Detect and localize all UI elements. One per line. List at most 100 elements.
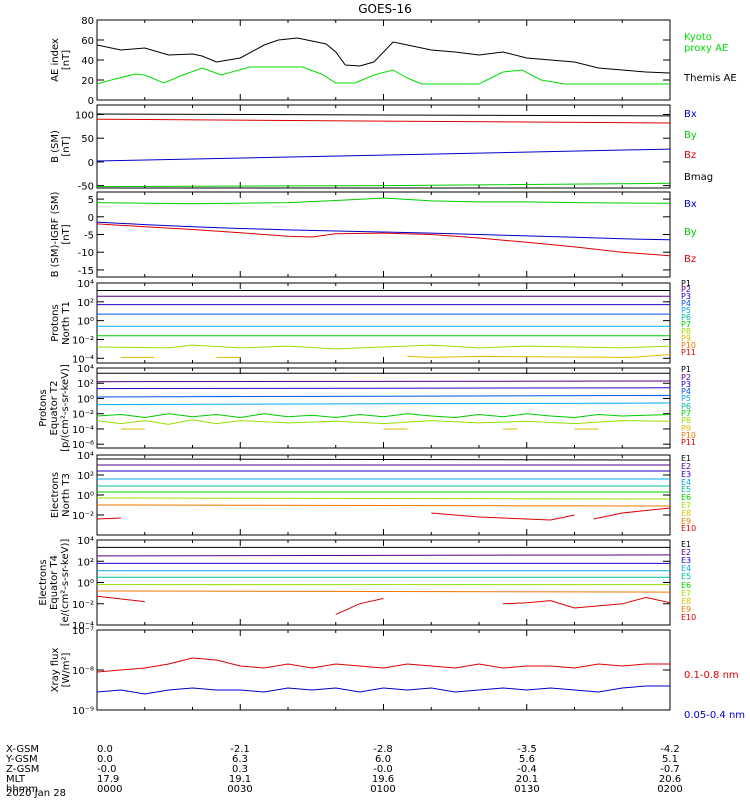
y-tick-label: 10⁻² [72, 511, 94, 522]
panel-frame [96, 454, 671, 536]
y-tick-label: 10⁻² [72, 600, 94, 611]
y-tick-label: 10⁻² [72, 410, 94, 421]
series-line-e10 [97, 595, 670, 615]
legend-entry: 0.05-0.4 nm [684, 710, 745, 721]
orbit-row-label: MLT [6, 774, 26, 785]
y-tick-label: 10² [77, 557, 94, 568]
orbit-value: 6.3 [232, 754, 248, 765]
orbit-value: 19.1 [229, 774, 251, 785]
legend-entry: P4 [681, 387, 691, 396]
y-axis-label: Protons [50, 304, 61, 341]
orbit-value: 0200 [657, 784, 682, 795]
y-tick-label: 0 [88, 96, 94, 107]
series-line-e2 [97, 554, 670, 557]
orbit-value: -0.0 [373, 764, 393, 775]
y-tick-label: 10⁻⁴ [72, 354, 94, 365]
legend-entry: P10 [681, 431, 696, 440]
legend-entry: Bz [684, 150, 696, 161]
panel-xray: 10⁻⁹ 10⁻⁸ 10⁻⁷ Xray flux [W/m²] 0.1-0.8 nm 0.0… [50, 626, 745, 721]
legend-entry: P5 [681, 306, 691, 315]
legend-entry: E10 [681, 524, 696, 533]
series-group [97, 197, 670, 257]
series-group [97, 657, 670, 695]
y-axis-label: [W/m²] [61, 652, 72, 687]
chart-title: GOES-16 [358, 2, 412, 16]
legend-entry: P11 [681, 348, 696, 357]
legend-entry: E7 [681, 589, 691, 598]
y-tick-label: 10⁴ [77, 279, 94, 290]
series-line-e10 [97, 507, 670, 521]
series-group [97, 372, 670, 429]
y-tick-label: 10⁻⁴ [72, 621, 94, 632]
legend-entry: E8 [681, 509, 691, 518]
legend-entry: E2 [681, 548, 691, 557]
legend-entry: By [684, 130, 697, 141]
y-axis-label: North T3 [61, 473, 72, 517]
orbit-value: 5.1 [662, 754, 678, 765]
series-line-e8 [97, 590, 670, 593]
legend-entry: E6 [681, 493, 691, 502]
legend-entry: P8 [681, 416, 691, 425]
legend-entry: P9 [681, 424, 691, 433]
y-axis-label: AE index [50, 38, 61, 82]
y-tick-label: 20 [81, 76, 94, 87]
legend-entry: P6 [681, 402, 691, 411]
panel-electrons_t3: 10⁻² 10⁰ 10² 10⁴ Electrons North T3 E1E2E3E4E5… [50, 451, 696, 536]
panel-frame [96, 282, 671, 364]
legend-entry: E1 [681, 540, 691, 549]
series-line-0-05-0-4-nm [97, 685, 670, 695]
legend-entry: Bz [684, 254, 696, 265]
panel-frame [96, 104, 671, 189]
series-line-p8 [97, 344, 670, 350]
legend-entry: Kyoto [684, 32, 712, 43]
legend-entry: P7 [681, 320, 691, 329]
series-line-themis-ae [97, 37, 670, 74]
y-axis-label: Equator T2 [49, 381, 60, 436]
series-group [97, 546, 670, 615]
legend-entry: P7 [681, 409, 691, 418]
legend-entry: E3 [681, 470, 691, 479]
legend-entry: E1 [681, 454, 691, 463]
legend-entry: P2 [681, 285, 691, 294]
y-tick-label: 10⁴ [77, 451, 94, 462]
y-axis-label: Xray flux [50, 648, 61, 693]
orbit-value: -0.4 [517, 764, 537, 775]
series-group [97, 290, 670, 358]
legend-entry: P10 [681, 341, 696, 350]
legend-entry: P3 [681, 380, 691, 389]
legend-entry: E7 [681, 501, 691, 510]
series-line-p8 [97, 419, 670, 425]
legend-entry: E10 [681, 613, 696, 622]
y-axis-label: Electrons [38, 559, 49, 605]
y-tick-label: 10⁰ [77, 579, 94, 590]
orbit-value: -2.8 [373, 744, 393, 755]
legend-entry: E9 [681, 517, 691, 526]
y-axis-label: B (SM) [50, 130, 61, 163]
y-axis-label: [nT] [61, 224, 72, 244]
y-axis-label: Electrons [50, 472, 61, 518]
y-tick-label: 10² [77, 471, 94, 482]
y-tick-label: 40 [81, 56, 94, 67]
legend-entry: P4 [681, 299, 691, 308]
series-group [97, 458, 670, 521]
legend-entry: Bx [684, 109, 697, 120]
legend-entry: E9 [681, 605, 691, 614]
series-line-e1 [97, 458, 670, 461]
legend-entry: P2 [681, 373, 691, 382]
series-line-by [97, 182, 670, 188]
y-axis-label: Protons [38, 389, 49, 426]
legend-entry: E3 [681, 556, 691, 565]
panel-frame [96, 191, 671, 278]
y-tick-label: 10⁻⁶ [72, 440, 94, 451]
y-tick-label: 10⁻⁷ [72, 626, 94, 637]
series-line-bz [97, 223, 670, 257]
series-group [97, 113, 670, 188]
y-tick-label: 100 [75, 110, 94, 121]
orbit-row-label: Z-GSM [6, 764, 39, 775]
orbit-value: -3.5 [517, 744, 537, 755]
legend-entry: P3 [681, 292, 691, 301]
